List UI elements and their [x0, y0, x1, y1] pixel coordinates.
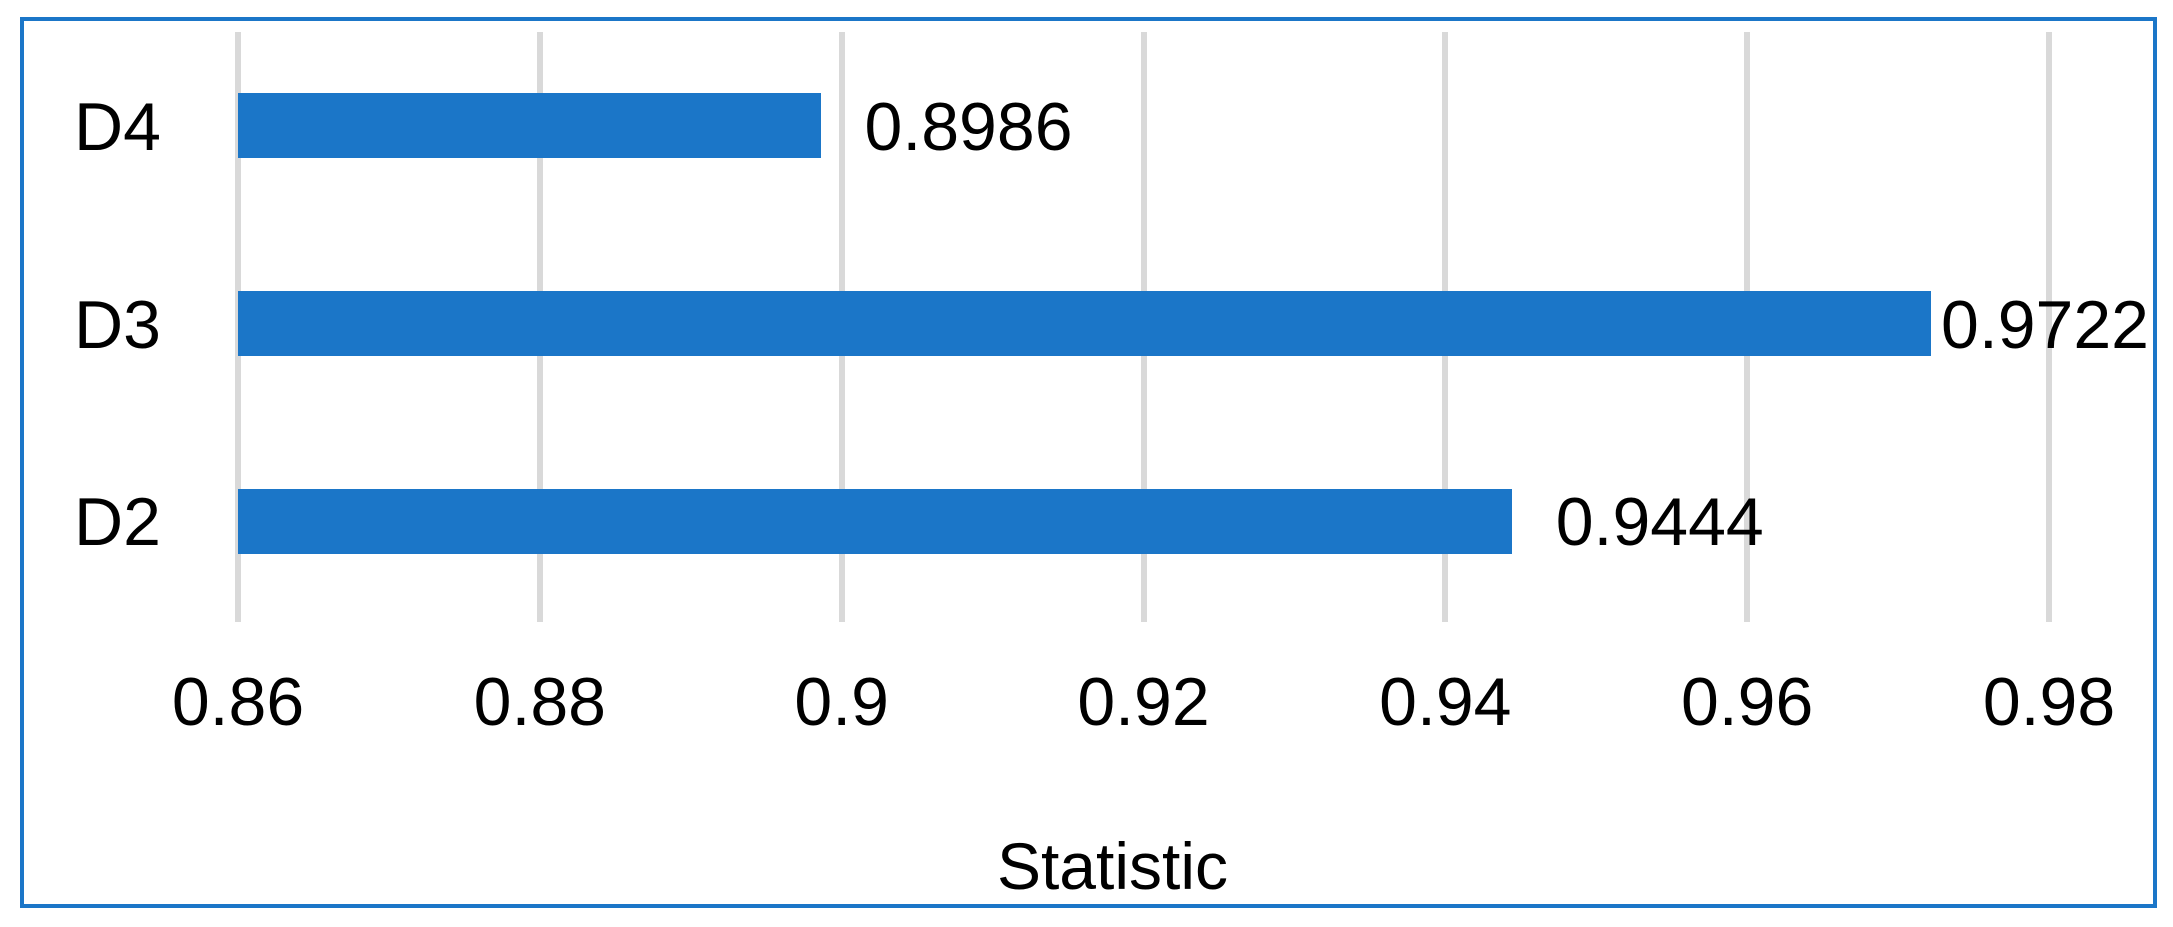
data-label: 0.9444 — [1555, 484, 1764, 561]
x-gridline — [2046, 32, 2052, 622]
bar-D4 — [238, 93, 821, 159]
category-label: D4 — [74, 88, 161, 165]
x-tick-label: 0.92 — [1077, 664, 1210, 740]
x-tick-label: 0.94 — [1379, 664, 1512, 740]
x-tick-label: 0.88 — [473, 664, 606, 740]
x-tick-label: 0.86 — [171, 664, 305, 740]
x-axis-title: Statistic — [996, 829, 1229, 903]
chart-frame: 0.86 0.88 0.9 0.92 0.94 0.96 0.98 D4 0.8986 D3 0.9… — [20, 17, 2157, 908]
data-label: 0.9722 — [1941, 286, 2149, 363]
data-label: 0.8986 — [864, 88, 1073, 165]
bar-D2 — [238, 488, 1512, 554]
category-label: D2 — [74, 484, 161, 561]
category-label: D3 — [74, 286, 161, 363]
bar-D3 — [238, 291, 1932, 356]
x-tick-label: 0.98 — [1982, 664, 2116, 740]
x-tick-label: 0.9 — [794, 664, 889, 740]
x-tick-label: 0.96 — [1680, 664, 1814, 740]
